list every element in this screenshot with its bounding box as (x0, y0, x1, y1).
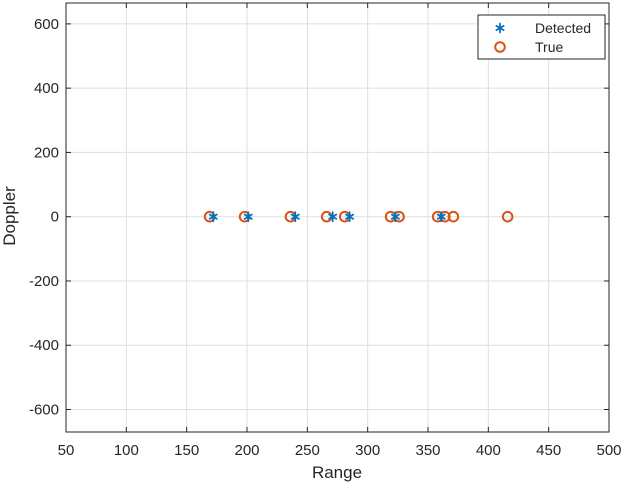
detected-point (328, 211, 338, 223)
x-tick-label: 400 (476, 442, 501, 459)
detected-point (390, 211, 400, 223)
legend: Detected True (477, 14, 606, 60)
x-tick-label: 300 (355, 442, 380, 459)
detected-point (243, 211, 253, 223)
data-markers (203, 210, 514, 223)
legend-detected-marker (495, 22, 505, 34)
legend-label: True (535, 39, 563, 55)
x-tick-label: 200 (234, 442, 259, 459)
y-tick-label: 400 (34, 80, 59, 97)
x-tick-label: 100 (114, 442, 139, 459)
detected-point (345, 211, 355, 223)
y-tick-label: -400 (29, 337, 59, 354)
y-tick-label: 200 (34, 144, 59, 161)
y-tick-label: 600 (34, 16, 59, 33)
y-tick-label: -600 (29, 402, 59, 419)
x-tick-label: 500 (596, 442, 621, 459)
x-tick-label: 450 (536, 442, 561, 459)
x-tick-label: 150 (174, 442, 199, 459)
grid-lines (65, 3, 610, 432)
detected-point (208, 211, 218, 223)
axes-frame (65, 2, 610, 433)
detected-point (436, 211, 446, 223)
true-point (501, 210, 514, 223)
detected-point (290, 211, 300, 223)
y-axis-label: Doppler (0, 186, 19, 246)
y-tick-label: -200 (29, 273, 59, 290)
legend-label: Detected (535, 20, 591, 36)
x-tick-label: 350 (415, 442, 440, 459)
y-tick-label: 0 (51, 209, 59, 226)
tick-labels: 50 100 150 200 250 300 350 400 450 500 -600 -400 -20… (29, 16, 622, 459)
legend-true-marker (494, 41, 506, 53)
x-tick-label: 250 (295, 442, 320, 459)
x-tick-label: 50 (58, 442, 75, 459)
x-axis-label: Range (312, 463, 362, 482)
plot-box (65, 2, 610, 433)
true-point (447, 210, 460, 223)
